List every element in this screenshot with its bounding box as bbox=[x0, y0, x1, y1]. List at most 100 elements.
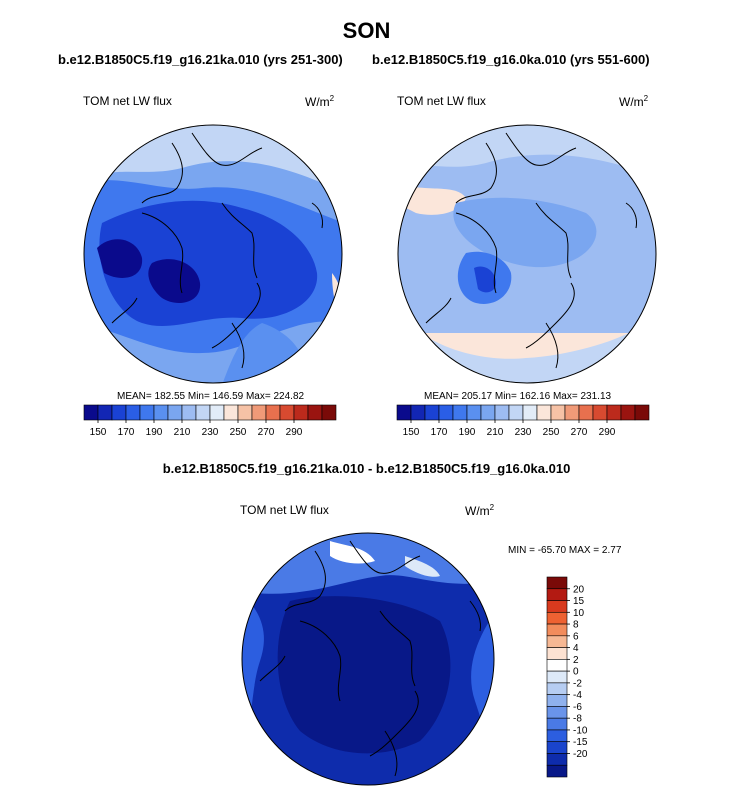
diff-polar-map bbox=[241, 532, 495, 786]
left-colorbar-tick-label: 290 bbox=[286, 427, 303, 438]
right-colorbar-tick-label: 150 bbox=[403, 427, 420, 438]
diff-colorbar-swatch bbox=[546, 588, 568, 601]
left-colorbar-swatch bbox=[97, 404, 113, 421]
right-colorbar: 150 170 190 210 230 250 270 290 bbox=[396, 404, 650, 438]
left-colorbar-tick-label: 150 bbox=[90, 427, 107, 438]
left-map-ice-sheet-east bbox=[148, 259, 201, 303]
diff-colorbar-swatch bbox=[546, 753, 568, 766]
diff-map-coastlines bbox=[259, 540, 481, 777]
diff-colorbar-tick-label: 15 bbox=[573, 596, 585, 607]
diff-map-light-patch bbox=[405, 556, 440, 577]
right-colorbar-swatch bbox=[592, 404, 608, 421]
right-colorbar-swatch bbox=[452, 404, 468, 421]
diff-colorbar-swatch bbox=[546, 741, 568, 754]
left-colorbar-swatch bbox=[223, 404, 239, 421]
diff-colorbar-tick-label: 8 bbox=[573, 620, 579, 631]
left-run-title: b.e12.B1850C5.f19_g16.21ka.010 (yrs 251-… bbox=[58, 52, 343, 67]
diff-colorbar-swatch bbox=[546, 764, 568, 778]
diff-units-exp: 2 bbox=[489, 503, 495, 512]
right-units-base: W/m bbox=[619, 95, 644, 109]
diff-colorbar-tick-label: -15 bbox=[573, 737, 588, 748]
left-colorbar-swatch bbox=[237, 404, 253, 421]
right-run-title: b.e12.B1850C5.f19_g16.0ka.010 (yrs 551-6… bbox=[372, 52, 650, 67]
right-colorbar-swatch bbox=[438, 404, 454, 421]
left-map-coastlines bbox=[111, 132, 323, 369]
left-colorbar-swatch bbox=[195, 404, 211, 421]
left-colorbar-tick-label: 230 bbox=[202, 427, 219, 438]
left-colorbar-tick-label: 190 bbox=[146, 427, 163, 438]
right-colorbar-swatch bbox=[480, 404, 496, 421]
difference-title: b.e12.B1850C5.f19_g16.21ka.010 - b.e12.B… bbox=[162, 461, 571, 476]
right-colorbar-swatch bbox=[578, 404, 594, 421]
left-units-label: W/m2 bbox=[305, 94, 334, 109]
diff-colorbar-tick-label: -2 bbox=[573, 678, 582, 689]
left-colorbar-swatch bbox=[139, 404, 155, 421]
right-units-exp: 2 bbox=[643, 94, 649, 103]
left-colorbar-swatch bbox=[83, 404, 99, 421]
left-map-ice-sheet-west bbox=[97, 239, 143, 278]
diff-colorbar-swatch bbox=[546, 635, 568, 648]
diff-colorbar-swatch bbox=[546, 647, 568, 660]
right-colorbar-swatch bbox=[634, 404, 650, 421]
diff-colorbar-tick-label: 4 bbox=[573, 643, 579, 654]
right-map-coastlines bbox=[425, 132, 637, 369]
right-colorbar-swatch bbox=[606, 404, 622, 421]
left-colorbar-swatch bbox=[307, 404, 323, 421]
right-colorbar-swatch bbox=[564, 404, 580, 421]
left-variable-label: TOM net LW flux bbox=[83, 94, 172, 108]
diff-colorbar-swatch bbox=[546, 706, 568, 719]
right-colorbar-swatch bbox=[410, 404, 426, 421]
left-map-border bbox=[83, 124, 343, 384]
diff-colorbar-swatch bbox=[546, 659, 568, 672]
left-units-base: W/m bbox=[305, 95, 330, 109]
right-colorbar-tick-label: 270 bbox=[571, 427, 588, 438]
right-colorbar-tick-label: 190 bbox=[459, 427, 476, 438]
left-units-exp: 2 bbox=[329, 94, 335, 103]
left-colorbar-swatch bbox=[321, 404, 337, 421]
diff-colorbar-tick-label: 20 bbox=[573, 584, 585, 595]
right-colorbar-swatch bbox=[620, 404, 636, 421]
left-colorbar-tick-label: 210 bbox=[174, 427, 191, 438]
left-colorbar-swatch bbox=[153, 404, 169, 421]
left-colorbar-swatch bbox=[125, 404, 141, 421]
right-map-mid-region bbox=[453, 197, 597, 268]
diff-colorbar-tick-label: -8 bbox=[573, 714, 582, 725]
right-colorbar-swatch bbox=[424, 404, 440, 421]
diff-colorbar-swatch bbox=[546, 694, 568, 707]
diff-colorbar-swatch bbox=[546, 576, 568, 590]
left-colorbar-swatch bbox=[293, 404, 309, 421]
right-colorbar-swatch bbox=[536, 404, 552, 421]
right-colorbar-swatch bbox=[522, 404, 538, 421]
left-colorbar-tick-label: 170 bbox=[118, 427, 135, 438]
right-colorbar-tick-label: 250 bbox=[543, 427, 560, 438]
diff-units-base: W/m bbox=[465, 504, 490, 518]
diff-stats: MIN = -65.70 MAX = 2.77 bbox=[508, 545, 622, 556]
diff-colorbar-swatch bbox=[546, 611, 568, 625]
diff-colorbar-swatch bbox=[546, 670, 568, 684]
diff-colorbar-swatch bbox=[546, 623, 568, 637]
diff-colorbar-tick-label: -6 bbox=[573, 702, 582, 713]
left-stats: MEAN= 182.55 Min= 146.59 Max= 224.82 bbox=[117, 391, 305, 402]
diff-colorbar-swatch bbox=[546, 682, 568, 695]
right-stats: MEAN= 205.17 Min= 162.16 Max= 231.13 bbox=[424, 391, 612, 402]
right-colorbar-tick-label: 210 bbox=[487, 427, 504, 438]
right-map-deepest-region bbox=[474, 266, 496, 293]
diff-colorbar-tick-label: 10 bbox=[573, 608, 585, 619]
right-colorbar-tick-label: 230 bbox=[515, 427, 532, 438]
left-colorbar-swatch bbox=[181, 404, 197, 421]
left-colorbar-swatch bbox=[265, 404, 281, 421]
right-colorbar-swatch bbox=[466, 404, 482, 421]
left-polar-map bbox=[83, 124, 343, 384]
right-colorbar-swatch bbox=[508, 404, 524, 421]
left-colorbar-swatch bbox=[209, 404, 225, 421]
diff-colorbar-swatch bbox=[546, 600, 568, 613]
left-colorbar-swatch bbox=[167, 404, 183, 421]
right-units-label: W/m2 bbox=[619, 94, 648, 109]
diff-colorbar-tick-label: 0 bbox=[573, 667, 579, 678]
left-colorbar: 150 170 190 210 230 250 270 290 bbox=[83, 404, 337, 438]
diff-map-border bbox=[241, 532, 495, 786]
right-map-border bbox=[397, 124, 657, 384]
right-variable-label: TOM net LW flux bbox=[397, 94, 486, 108]
diff-colorbar-tick-label: -10 bbox=[573, 725, 588, 736]
